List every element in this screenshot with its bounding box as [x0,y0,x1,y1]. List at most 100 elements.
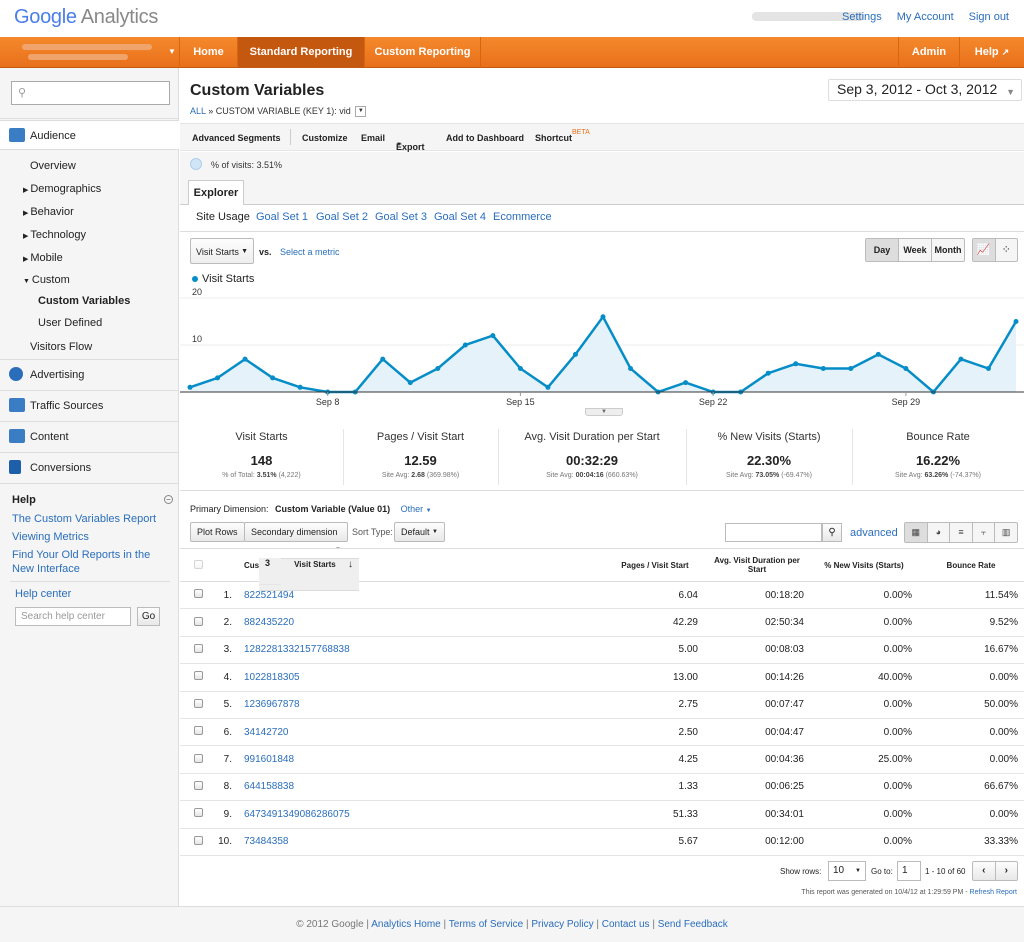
sidebar-item-mobile[interactable]: ▶ Mobile [23,252,63,264]
show-rows-select[interactable]: 10 ▼ [828,861,866,881]
custom-variable-link[interactable]: 644158838 [238,773,606,802]
sidebar-search-input[interactable]: ⚲ [11,81,170,105]
custom-variable-value[interactable]: 1022818305 [244,671,300,683]
term-cloud-view-icon[interactable]: ▥ [994,523,1017,542]
email-button[interactable]: Email [361,133,386,143]
sidebar-section-advertising[interactable]: Advertising [0,360,179,390]
custom-variable-value[interactable]: 6473491349086286075 [244,808,350,820]
row-checkbox[interactable] [180,745,212,774]
line-chart-icon[interactable]: 📈 [973,239,995,261]
breadcrumb-all-link[interactable]: ALL [190,106,206,116]
nav-tab-custom-reporting[interactable]: Custom Reporting [365,37,481,68]
chart-collapse-handle[interactable]: ▼ [585,408,623,416]
sidebar-item-behavior[interactable]: ▶ Behavior [23,206,74,218]
refresh-report-link[interactable]: Refresh Report [969,889,1017,896]
performance-view-icon[interactable]: ≡ [949,523,972,542]
prev-page-icon[interactable]: ‹ [982,865,986,876]
settings-link[interactable]: Settings [842,11,882,23]
secondary-dimension-dropdown[interactable]: Secondary dimension ▼ [244,522,348,553]
breadcrumb-dropdown[interactable]: ▼ [355,106,367,118]
subtab-goal-set-4[interactable]: Goal Set 4 [434,211,486,223]
row-checkbox[interactable] [180,828,212,856]
custom-variable-value[interactable]: 1236967878 [244,699,300,711]
google-analytics-logo[interactable]: Google Analytics [14,6,158,29]
footer-link-privacy[interactable]: Privacy Policy [531,919,594,930]
customize-button[interactable]: Customize [302,133,348,143]
advanced-filter-link[interactable]: advanced [850,527,898,539]
custom-variable-link[interactable]: 1282281332157768838 [238,636,606,665]
tab-explorer[interactable]: Explorer [188,180,244,205]
sidebar-section-conversions[interactable]: Conversions [0,453,179,483]
footer-link-terms[interactable]: Terms of Service [448,919,524,930]
subtab-ecommerce[interactable]: Ecommerce [493,211,552,223]
other-dimension-dropdown[interactable]: Other ▼ [401,504,432,514]
custom-variable-link[interactable]: 34142720 [238,718,606,747]
row-checkbox[interactable] [180,608,212,637]
custom-variable-link[interactable]: 882435220 [238,608,606,637]
col-header-bounce-rate[interactable]: Bounce Rate [918,548,1024,582]
footer-link-contact[interactable]: Contact us [601,919,650,930]
date-range-picker[interactable]: Sep 3, 2012 - Oct 3, 2012 ▼ [828,79,1022,101]
sort-type-dropdown[interactable]: Default ▼ [394,522,445,542]
row-checkbox[interactable] [180,691,212,719]
select-metric-link[interactable]: Select a metric [280,247,340,257]
shortcut-button[interactable]: Shortcut [535,133,572,143]
plot-rows-button[interactable]: Plot Rows [190,522,245,542]
sidebar-item-custom-variables[interactable]: Custom Variables [38,295,131,307]
day-button[interactable]: Day [866,239,898,261]
next-page-icon[interactable]: › [994,862,1018,880]
col-header-new-visits[interactable]: % New Visits (Starts) [810,548,918,582]
nav-help[interactable]: Help ↗ [960,37,1024,68]
col-header-avg-duration[interactable]: Avg. Visit Duration per Start [704,548,810,582]
percentage-view-icon[interactable]: ◕ [926,523,950,542]
collapse-help-icon[interactable]: − [164,495,173,504]
help-link-old-reports[interactable]: Find Your Old Reports in the New Interfa… [12,549,151,575]
week-button[interactable]: Week [898,239,931,261]
motion-chart-icon[interactable]: ⁘ [994,239,1018,261]
data-table-view-icon[interactable]: ▦ [905,523,927,542]
custom-variable-value[interactable]: 34142720 [244,726,289,738]
row-checkbox[interactable] [180,581,212,610]
row-checkbox[interactable] [180,800,212,829]
add-to-dashboard-button[interactable]: Add to Dashboard [446,133,524,143]
comparison-view-icon[interactable]: ⫟ [971,523,995,542]
help-search-input[interactable]: Search help center [15,607,131,626]
goto-input[interactable]: 1 [897,861,921,881]
sidebar-item-technology[interactable]: ▶ Technology [23,229,86,241]
help-link-custom-variables-report[interactable]: The Custom Variables Report [12,513,157,525]
subtab-goal-set-3[interactable]: Goal Set 3 [375,211,427,223]
account-selector[interactable]: ▼ [0,37,180,68]
help-link-viewing-metrics[interactable]: Viewing Metrics [12,531,89,543]
row-checkbox[interactable] [180,636,212,665]
footer-link-analytics-home[interactable]: Analytics Home [371,919,441,930]
subtab-site-usage[interactable]: Site Usage [196,211,250,223]
nav-tab-standard-reporting[interactable]: Standard Reporting [238,37,365,68]
custom-variable-value[interactable]: 1282281332157768838 [244,644,350,656]
row-checkbox[interactable] [180,663,212,692]
custom-variable-value[interactable]: 882435220 [244,617,295,629]
month-button[interactable]: Month [931,239,964,261]
help-center-link[interactable]: Help center [15,588,72,600]
custom-variable-link[interactable]: 1022818305 [238,663,606,692]
col-header-pages-per-visit[interactable]: Pages / Visit Start [606,548,704,582]
select-all-checkbox[interactable] [180,548,212,582]
my-account-link[interactable]: My Account [896,11,954,23]
custom-variable-link[interactable]: 1236967878 [238,691,606,719]
custom-variable-value[interactable]: 991601848 [244,754,295,766]
subtab-goal-set-2[interactable]: Goal Set 2 [316,211,368,223]
sidebar-item-overview[interactable]: Overview [30,160,76,172]
sidebar-item-custom[interactable]: ▼ Custom [23,274,70,286]
subtab-goal-set-1[interactable]: Goal Set 1 [256,211,308,223]
custom-variable-value[interactable]: 73484358 [244,836,289,848]
footer-link-feedback[interactable]: Send Feedback [657,919,728,930]
custom-variable-link[interactable]: 73484358 [238,828,606,856]
sidebar-item-visitors-flow[interactable]: Visitors Flow [30,341,93,353]
nav-tab-home[interactable]: Home [180,37,238,68]
custom-variable-value[interactable]: 644158838 [244,781,295,793]
advanced-segments-button[interactable]: Advanced Segments [192,133,281,143]
custom-variable-link[interactable]: 6473491349086286075 [238,800,606,829]
sidebar-section-traffic-sources[interactable]: Traffic Sources [0,391,179,421]
row-checkbox[interactable] [180,773,212,802]
sign-out-link[interactable]: Sign out [968,11,1009,23]
sidebar-item-demographics[interactable]: ▶ Demographics [23,183,101,195]
